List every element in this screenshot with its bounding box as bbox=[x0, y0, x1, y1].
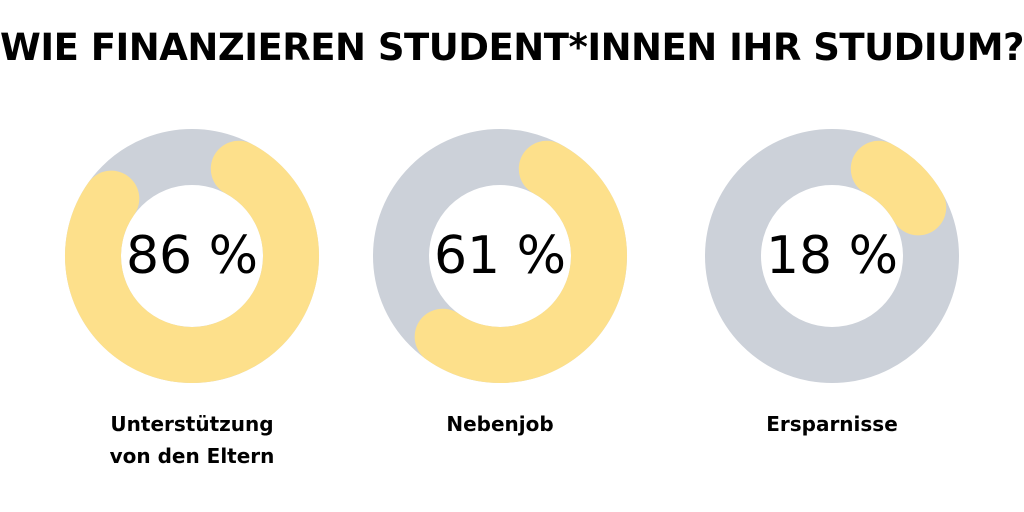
donut-svg-parents bbox=[65, 129, 319, 383]
category-label-parents: Unterstützung von den Eltern bbox=[109, 412, 275, 468]
donut-arc-parents bbox=[65, 140, 319, 383]
chart-title: WIE FINANZIEREN STUDENT*INNEN IHR STUDIU… bbox=[0, 26, 1024, 69]
donut-arc-sidejob bbox=[414, 140, 627, 383]
donut-chart-sidejob: 61 % bbox=[372, 128, 628, 384]
donut-chart-parents: 86 % bbox=[64, 128, 320, 384]
percent-label-parents: 86 % bbox=[125, 226, 259, 286]
donut-track-savings bbox=[705, 129, 959, 383]
donut-chart-savings: 18 % bbox=[704, 128, 960, 384]
donut-arc-savings bbox=[850, 140, 947, 236]
percent-label-savings: 18 % bbox=[765, 226, 899, 286]
donut-svg-sidejob bbox=[373, 129, 627, 383]
percent-label-sidejob: 61 % bbox=[433, 226, 567, 286]
donut-svg-savings bbox=[705, 129, 959, 383]
category-label-sidejob: Nebenjob bbox=[446, 412, 554, 436]
category-label-savings: Ersparnisse bbox=[766, 412, 898, 436]
